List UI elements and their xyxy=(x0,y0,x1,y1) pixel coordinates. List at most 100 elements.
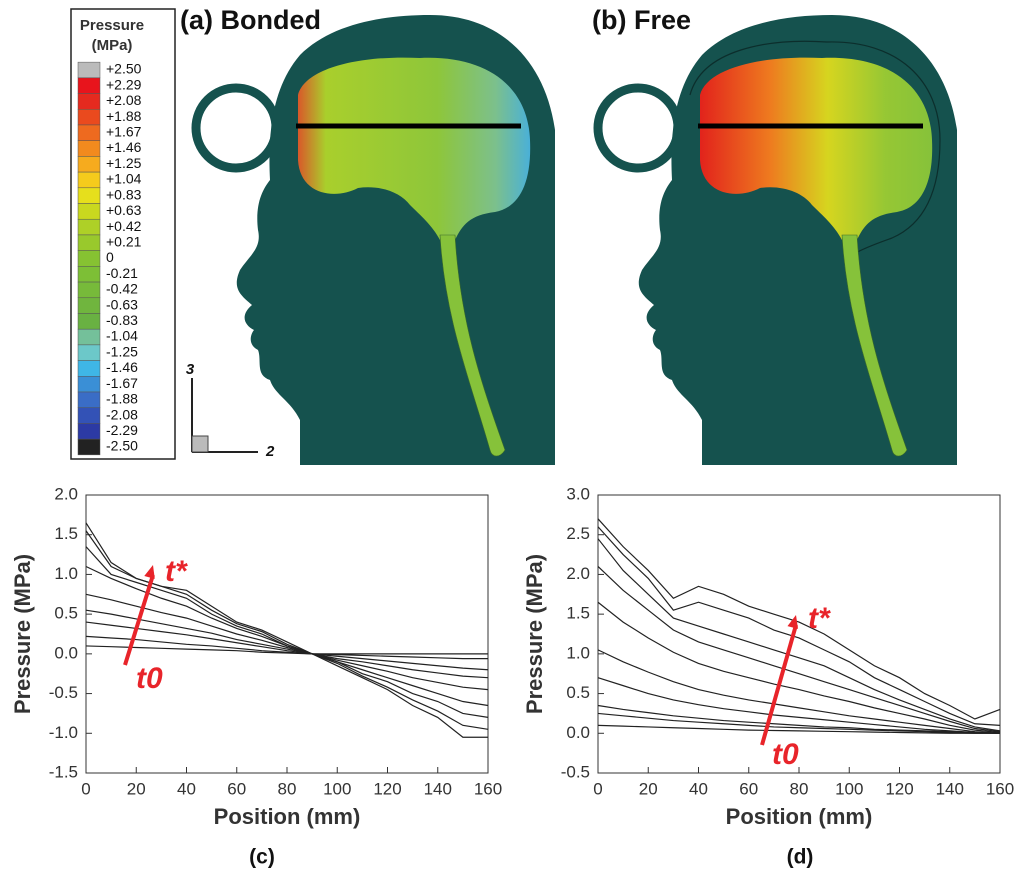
legend-label: -0.63 xyxy=(106,296,138,312)
series-line xyxy=(85,593,489,691)
y-tick-label: 3.0 xyxy=(566,484,590,503)
series-line xyxy=(597,712,1000,734)
series-line xyxy=(597,677,1001,734)
triad-label: 2 xyxy=(265,443,275,460)
arrow xyxy=(760,624,798,746)
legend-label: +1.25 xyxy=(106,155,142,171)
legend-swatch xyxy=(77,328,101,346)
panel-label: (c) xyxy=(249,846,275,869)
legend-swatch xyxy=(77,376,101,393)
x-tick-label: 100 xyxy=(835,779,863,798)
x-tick-label: 40 xyxy=(689,779,708,798)
x-tick-label: 40 xyxy=(177,779,196,798)
panel-label: (b) Free xyxy=(592,5,691,35)
x-tick-label: 140 xyxy=(936,779,964,798)
legend-label: +2.08 xyxy=(106,92,142,108)
legend-label: -1.04 xyxy=(106,328,138,344)
x-tick-label: 60 xyxy=(227,779,246,798)
y-tick-label: 2.0 xyxy=(566,564,590,583)
x-tick-label: 80 xyxy=(790,779,809,798)
series-line xyxy=(85,565,489,707)
legend-swatch xyxy=(77,360,101,377)
head-model xyxy=(191,15,555,465)
x-tick-label: 0 xyxy=(593,779,602,798)
legend-swatch xyxy=(77,297,101,314)
annotation: t0 xyxy=(136,662,163,695)
legend-swatch xyxy=(77,391,101,408)
y-tick-label: 0.0 xyxy=(566,723,590,742)
legend: +2.50+2.29+2.08+1.88+1.67+1.46+1.25+1.04… xyxy=(77,61,142,456)
legend-label: -0.83 xyxy=(106,312,138,328)
legend-swatch xyxy=(77,438,101,456)
legend-swatch xyxy=(77,266,101,283)
series-line xyxy=(85,621,489,671)
series-line xyxy=(597,724,1000,734)
y-tick-label: -1.0 xyxy=(49,723,78,742)
y-tick-label: 2.5 xyxy=(566,524,590,543)
legend-label: +0.21 xyxy=(106,233,142,249)
x-tick-label: 60 xyxy=(739,779,758,798)
legend-label: -2.29 xyxy=(106,422,138,438)
ring xyxy=(191,83,281,173)
legend-label: -1.88 xyxy=(106,391,138,407)
x-tick-label: 80 xyxy=(278,779,297,798)
legend-swatch xyxy=(77,344,101,361)
x-tick-label: 120 xyxy=(885,779,913,798)
legend-swatch xyxy=(77,313,101,330)
legend-title: Pressure xyxy=(80,17,144,34)
x-tick-label: 0 xyxy=(81,779,90,798)
spinal-cord xyxy=(439,234,506,457)
legend-label: +0.42 xyxy=(106,218,142,234)
series-line xyxy=(597,538,1001,732)
y-tick-label: 1.5 xyxy=(54,524,78,543)
legend-swatch xyxy=(77,124,101,141)
y-tick-label: 0.0 xyxy=(54,643,78,662)
legend-swatch xyxy=(77,156,101,173)
legend-label: +2.50 xyxy=(106,61,142,77)
legend-label: +0.83 xyxy=(106,186,142,202)
legend-swatch xyxy=(77,250,101,267)
y-tick-label: 0.5 xyxy=(54,604,78,623)
y-tick-label: 1.0 xyxy=(566,643,590,662)
series-line xyxy=(85,530,489,730)
series-line xyxy=(597,601,1001,734)
x-tick-label: 160 xyxy=(474,779,502,798)
legend-swatch xyxy=(77,423,101,440)
annotation: t* xyxy=(808,602,831,635)
legend-label: -2.50 xyxy=(106,438,138,454)
legend-swatch xyxy=(77,140,101,157)
spinal-cord xyxy=(841,234,908,457)
series-line xyxy=(85,609,489,679)
legend-swatch xyxy=(77,203,101,220)
y-tick-label: 1.5 xyxy=(566,604,590,623)
plot-frame xyxy=(85,494,489,774)
legend-label: +0.63 xyxy=(106,202,142,218)
panel-label: (a) Bonded xyxy=(180,5,321,35)
y-axis-label: Pressure (MPa) xyxy=(522,554,547,714)
series-line xyxy=(597,649,1001,734)
x-tick-label: 100 xyxy=(323,779,351,798)
x-tick-label: 160 xyxy=(986,779,1014,798)
legend-swatch xyxy=(77,234,101,251)
x-axis-label: Position (mm) xyxy=(214,804,361,829)
panel-label: (d) xyxy=(787,846,814,869)
legend-swatch xyxy=(77,77,101,94)
series-line xyxy=(597,518,1001,720)
y-tick-label: -1.5 xyxy=(49,762,78,781)
legend-swatch xyxy=(77,109,101,126)
series-line xyxy=(597,704,1001,734)
x-tick-label: 140 xyxy=(424,779,452,798)
legend-label: -0.21 xyxy=(106,265,138,281)
arrow xyxy=(123,574,155,666)
series-line xyxy=(85,635,488,660)
legend-swatch xyxy=(77,187,101,204)
axis-triad: 3 2 xyxy=(186,361,275,460)
ring xyxy=(593,83,683,173)
y-tick-label: -0.5 xyxy=(561,762,590,781)
legend-label: +1.46 xyxy=(106,139,142,155)
legend-label: +1.88 xyxy=(106,108,142,124)
brain xyxy=(700,57,933,241)
legend-label: -0.42 xyxy=(106,281,138,297)
x-tick-label: 20 xyxy=(127,779,146,798)
